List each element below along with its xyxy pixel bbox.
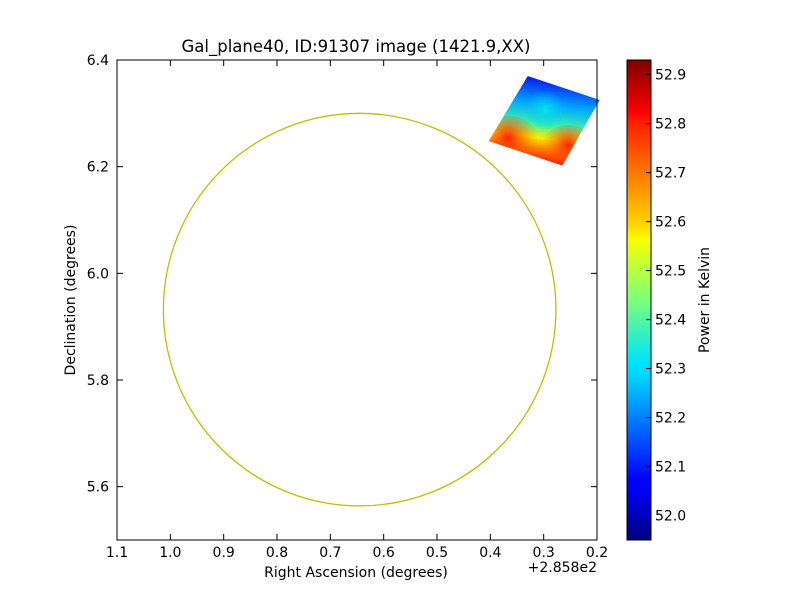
x-tick-label: 0.5 [426,545,448,561]
tile-cyan-core [527,88,563,132]
y-axis-ticks: 5.6 5.8 6.0 6.2 6.4 [87,53,597,496]
x-tick-label: 0.4 [479,545,501,561]
x-tick-label: 1.0 [159,545,181,561]
colorbar-ticks: 52.0 52.1 52.2 52.3 52.4 52.5 52.6 52.7 52.8 52.9 [646,68,686,525]
axes-frame [116,59,598,541]
x-tick-label: 0.8 [266,545,288,561]
colorbar-tick-label: 52.4 [655,313,686,329]
colorbar-scale [626,59,652,541]
colorbar-tick-label: 52.2 [655,411,686,427]
colorbar-tick-label: 52.1 [655,460,686,476]
colorbar-tick-label: 52.3 [655,362,686,378]
x-axis-ticks: 1.1 1.0 0.9 0.8 0.7 0.6 0.5 0.4 0.3 0.2 [106,60,608,561]
x-axis-offset-label: +2.858e2 [528,560,597,576]
y-tick-label: 6.4 [87,53,109,69]
x-axis-label: Right Ascension (degrees) [264,565,448,581]
colorbar: 52.0 52.1 52.2 52.3 52.4 52.5 52.6 52.7 52.8 52.9… [626,59,713,541]
y-tick-label: 5.8 [87,373,109,389]
y-tick-label: 5.6 [87,480,109,496]
y-axis-label: Declination (degrees) [63,225,79,376]
colorbar-tick-label: 52.6 [655,215,686,231]
x-tick-label: 0.9 [213,545,235,561]
y-tick-label: 6.0 [87,266,109,282]
x-tick-label: 0.2 [586,545,608,561]
x-tick-label: 0.7 [319,545,341,561]
x-tick-label: 0.3 [533,545,555,561]
field-of-view-circle [162,112,557,507]
x-tick-label: 1.1 [106,545,128,561]
x-tick-label: 0.6 [373,545,395,561]
colorbar-tick-label: 52.9 [655,68,686,84]
colorbar-label: Power in Kelvin [697,247,713,353]
colorbar-tick-label: 52.7 [655,166,686,182]
y-tick-label: 6.2 [87,160,109,176]
chart-title: Gal_plane40, ID:91307 image (1421.9,XX) [182,37,531,57]
colorbar-tick-label: 52.8 [655,117,686,133]
colorbar-tick-label: 52.0 [655,509,686,525]
colorbar-tick-label: 52.5 [655,264,686,280]
